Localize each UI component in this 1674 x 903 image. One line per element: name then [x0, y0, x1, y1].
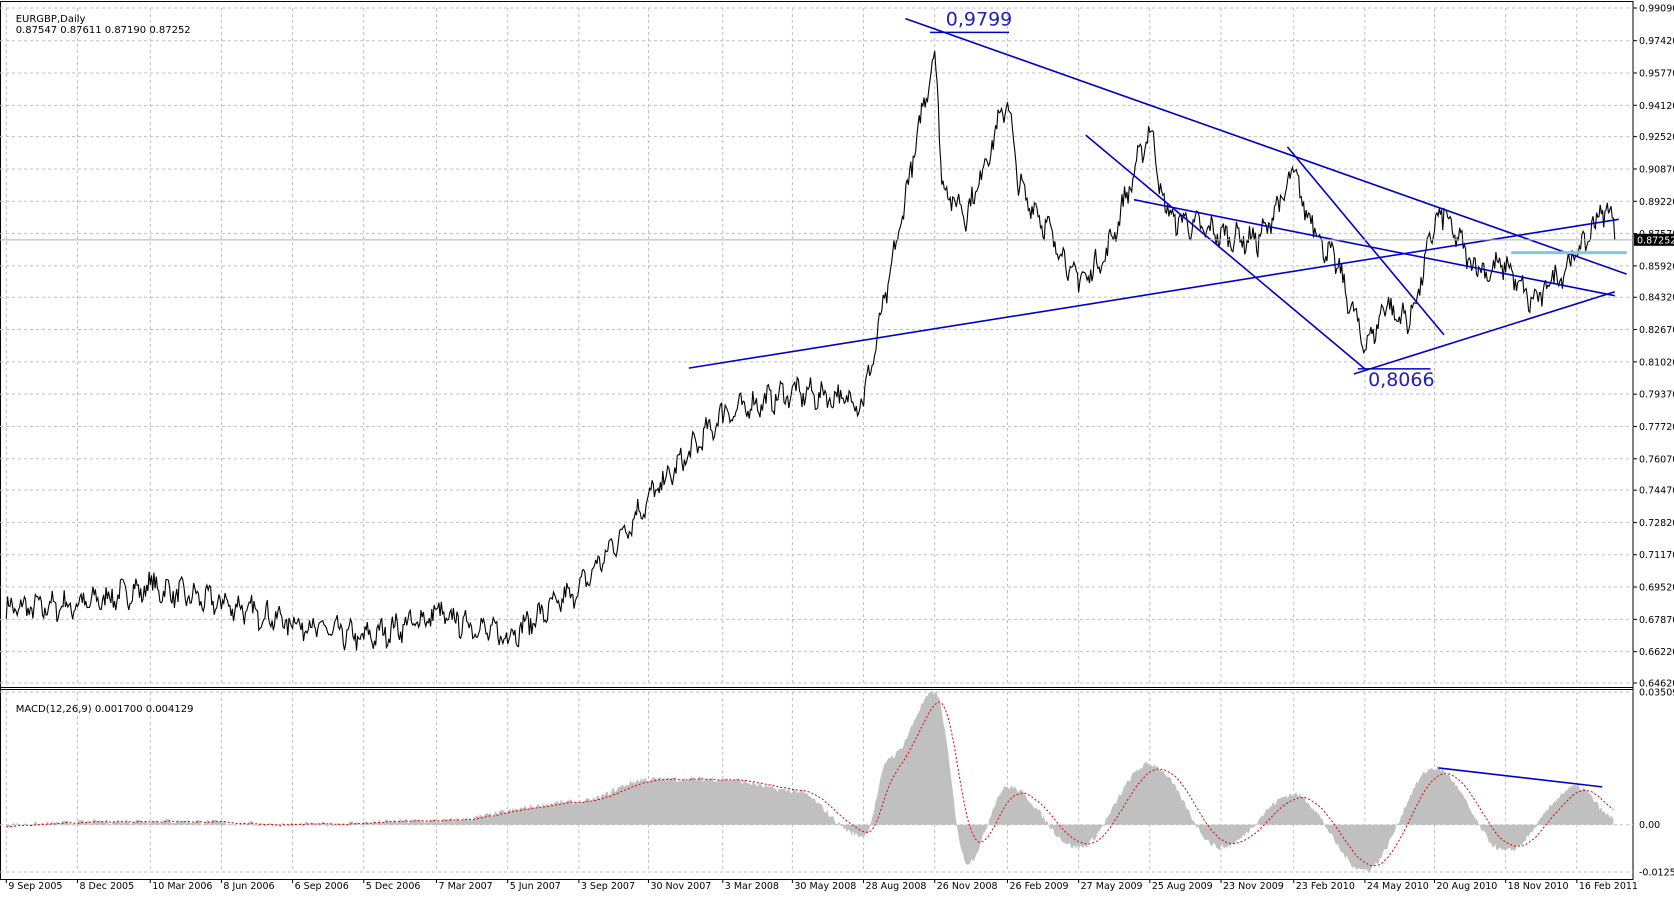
annotations: 0,9799 0,8066 [929, 8, 1435, 391]
macd-divergence-line [1438, 767, 1603, 788]
x-tick-label: 7 Mar 2007 [439, 881, 493, 892]
trendline [1286, 146, 1445, 336]
trendline [1353, 290, 1616, 375]
x-tick-label: 25 Aug 2009 [1152, 881, 1213, 892]
macd-series [6, 690, 1614, 872]
x-tick-label: 20 Aug 2010 [1437, 881, 1498, 892]
x-tick-label: 26 Feb 2009 [1009, 881, 1068, 892]
x-tick-label: 3 Mar 2008 [725, 881, 779, 892]
x-tick-label: 9 Sep 2005 [8, 881, 62, 892]
x-tick-label: 30 May 2008 [794, 881, 856, 892]
ohlc-label: 0.87547 0.87611 0.87190 0.87252 [15, 25, 191, 36]
macd-histogram [6, 690, 1614, 872]
macd-header: MACD(12,26,9) 0.001700 0.004129 [3, 693, 194, 726]
y-tick-label: 0.00 [1639, 820, 1660, 831]
x-tick-label: 3 Sep 2007 [581, 881, 635, 892]
x-tick-label: 10 Mar 2006 [152, 881, 212, 892]
time-axis: 9 Sep 2005 8 Dec 2005 10 Mar 2006 8 Jun 200… [5, 879, 1638, 892]
x-tick-label: 26 Nov 2008 [937, 881, 998, 892]
low-annotation: 0,8066 [1368, 369, 1434, 391]
chart-header: EURGBP,Daily 0.87547 0.87611 0.87190 0.8… [3, 3, 191, 47]
trendline [1085, 134, 1366, 370]
x-tick-label: 16 Feb 2011 [1579, 881, 1638, 892]
current-price-box [1634, 233, 1674, 246]
x-tick-label: 5 Jun 2007 [510, 881, 561, 892]
trendline [1133, 198, 1615, 297]
x-tick-label: 23 Feb 2010 [1296, 881, 1355, 892]
main-panel-frame [0, 1, 1634, 690]
price-line [5, 50, 1616, 651]
macd-panel-frame [0, 687, 1634, 880]
trendline [905, 17, 1627, 275]
x-tick-label: 28 Aug 2008 [866, 881, 927, 892]
current-price-label: 0.87252 [1637, 235, 1674, 246]
y-tick-label: 0.035097 [1639, 687, 1674, 698]
x-tick-label: 5 Dec 2006 [366, 881, 421, 892]
macd-label: MACD(12,26,9) 0.001700 0.004129 [15, 704, 194, 715]
x-tick-label: 27 May 2009 [1081, 881, 1143, 892]
macd-signal-line [6, 701, 1614, 867]
x-tick-label: 23 Nov 2009 [1223, 881, 1284, 892]
symbol-label: EURGBP,Daily [15, 14, 86, 25]
trendlines [688, 17, 1627, 375]
price-series [5, 50, 1616, 651]
x-tick-label: 6 Sep 2006 [295, 881, 349, 892]
x-tick-label: 8 Dec 2005 [79, 881, 134, 892]
high-annotation: 0,9799 [946, 8, 1012, 30]
x-tick-label: 18 Nov 2010 [1508, 881, 1569, 892]
trendline [688, 218, 1619, 369]
x-tick-label: 30 Nov 2007 [650, 881, 711, 892]
main-panel-grid [0, 1, 1634, 690]
x-tick-label: 24 May 2010 [1367, 881, 1429, 892]
y-tick-label: -0.01251 [1639, 868, 1674, 879]
x-tick-label: 8 Jun 2006 [223, 881, 274, 892]
